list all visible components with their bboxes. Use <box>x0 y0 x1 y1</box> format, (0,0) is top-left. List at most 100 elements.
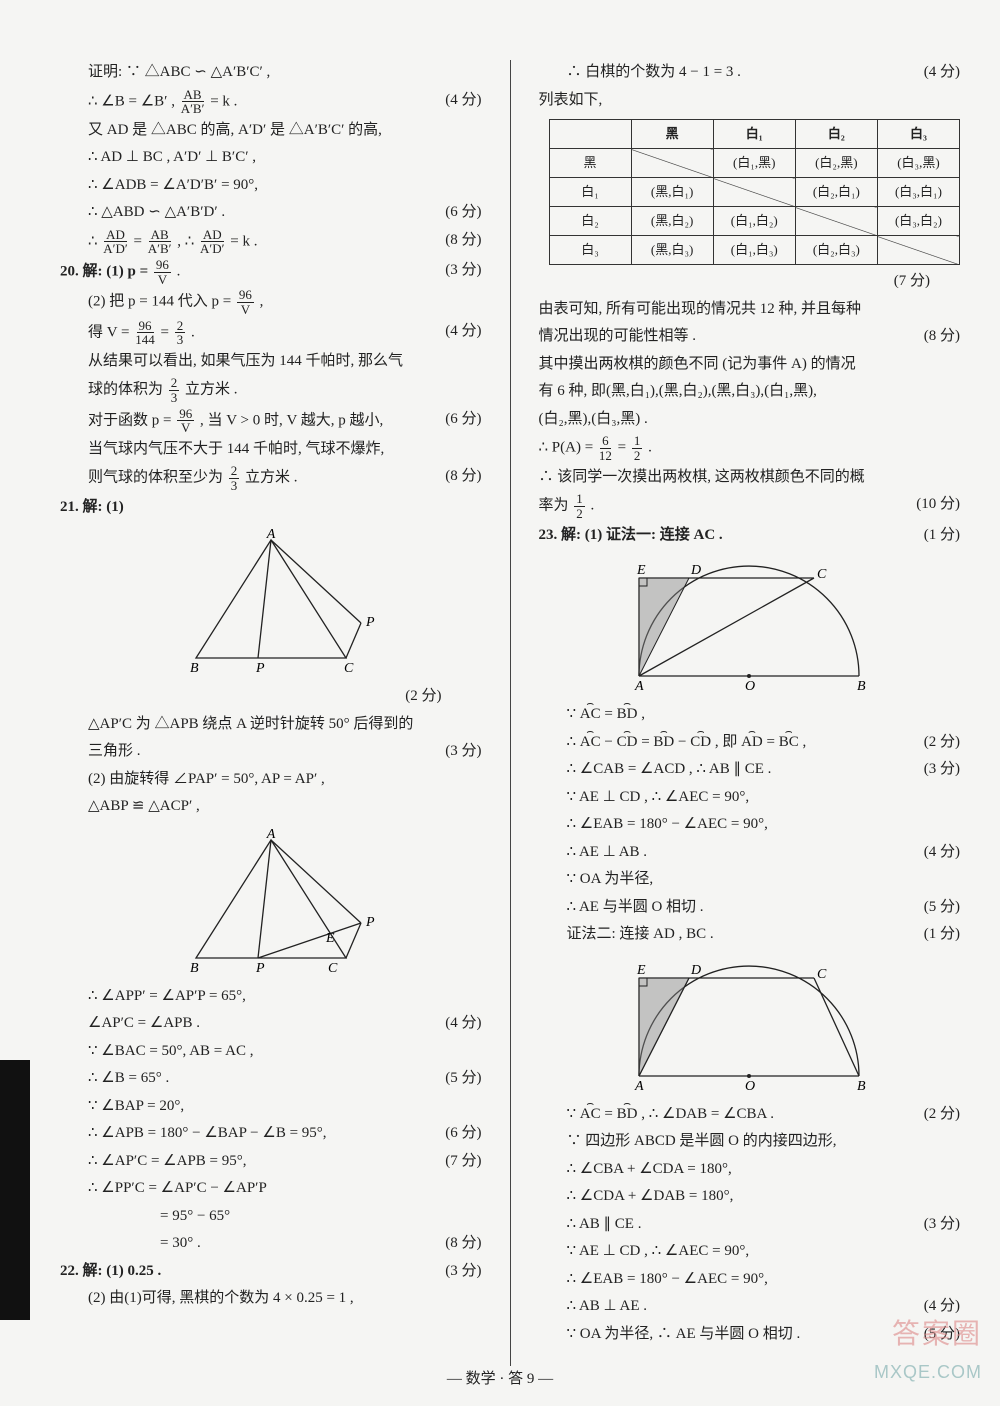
q22b-l4: 情况出现的可能性相等 .(8 分) <box>539 324 961 350</box>
svg-text:D: D <box>690 563 701 578</box>
q23-l11: ∵ 四边形 ABCD 是半圆 O 的内接四边形, <box>539 1129 961 1155</box>
svg-text:C: C <box>817 967 827 982</box>
column-separator <box>510 60 511 1366</box>
svg-text:B: B <box>190 961 199 976</box>
svg-text:B: B <box>190 661 199 676</box>
q22-l2: (2) 由(1)可得, 黑棋的个数为 4 × 0.25 = 1 , <box>60 1286 482 1312</box>
svg-text:C: C <box>817 567 827 582</box>
q23-l14: ∴ AB ∥ CE .(3 分) <box>539 1212 961 1238</box>
svg-text:O: O <box>745 1079 755 1094</box>
q20-l7: 当气球内气压不大于 144 千帕时, 气球不爆炸, <box>60 437 482 463</box>
q20-l6: 对于函数 p = 96V , 当 V > 0 时, V 越大, p 越小, (6… <box>60 407 482 435</box>
q22b-l6: 有 6 种, 即(黑,白₁),(黑,白₂),(黑,白₃),(白₁,黑), <box>539 379 961 405</box>
q19-l4: ∴ AD ⊥ BC , A′D′ ⊥ B′C′ , <box>60 145 482 171</box>
q22b-l5: 其中摸出两枚棋的颜色不同 (记为事件 A) 的情况 <box>539 352 961 378</box>
table-row: 黑 (白₁,黑) (白₂,黑) (白₃,黑) <box>549 149 960 178</box>
q21-fig1-score: (2 分) <box>60 684 482 710</box>
q20-l5: 球的体积为 23 立方米 . <box>60 376 482 404</box>
svg-text:D: D <box>690 963 701 978</box>
q23-l4: ∵ AE ⊥ CD , ∴ ∠AEC = 90°, <box>539 785 961 811</box>
q19-l5: ∴ ∠ADB = ∠A′D′B′ = 90°, <box>60 173 482 199</box>
q22b-l10: 率为 12 . (10 分) <box>539 492 961 520</box>
svg-text:C: C <box>328 961 338 976</box>
q22b-l1: ∴ 白棋的个数为 4 − 1 = 3 .(4 分) <box>539 60 961 86</box>
q23-l15: ∵ AE ⊥ CD , ∴ ∠AEC = 90°, <box>539 1239 961 1265</box>
q21-l5: △ABP ≌ △ACP′ , <box>60 794 482 820</box>
svg-text:A: A <box>634 679 644 694</box>
q21-head: 21. 解: (1) <box>60 495 482 521</box>
q21-l13: ∴ ∠PP′C = ∠AP′C − ∠AP′P <box>60 1176 482 1202</box>
q20-l4: 从结果可以看出, 如果气压为 144 千帕时, 那么气 <box>60 349 482 375</box>
q22b-l7: (白₂,黑),(白₃,黑) . <box>539 407 961 433</box>
svg-text:P: P <box>255 961 265 976</box>
svg-text:E: E <box>325 931 335 946</box>
page-footer: — 数学 · 答 9 — <box>0 1367 1000 1393</box>
q21-figure-1: A B P C P′ <box>166 528 376 678</box>
svg-text:B: B <box>857 679 866 694</box>
q23-l7: ∵ OA 为半径, <box>539 867 961 893</box>
q23-l6: ∴ AE ⊥ AB .(4 分) <box>539 840 961 866</box>
q23-figure-1: E D C A O B <box>599 556 899 696</box>
q22b-l8: ∴ P(A) = 612 = 12 . <box>539 434 961 462</box>
svg-text:O: O <box>745 679 755 694</box>
table-row: 白₃ (黑,白₃) (白₁,白₃) (白₂,白₃) <box>549 236 960 265</box>
q23-figure-2: E D C A O B <box>599 956 899 1096</box>
q23-l9: 证法二: 连接 AD , BC .(1 分) <box>539 922 961 948</box>
svg-text:A: A <box>265 828 275 842</box>
q22b-l3: 由表可知, 所有可能出现的情况共 12 种, 并且每种 <box>539 297 961 323</box>
q23-l8: ∴ AE 与半圆 O 相切 .(5 分) <box>539 895 961 921</box>
svg-text:A: A <box>634 1079 644 1094</box>
q21-l7: ∠AP′C = ∠APB .(4 分) <box>60 1011 482 1037</box>
right-column: ∴ 白棋的个数为 4 − 1 = 3 .(4 分) 列表如下, 黑 白₁ 白₂ … <box>539 60 961 1366</box>
q20-l8: 则气球的体积至少为 23 立方米 . (8 分) <box>60 464 482 492</box>
q22-head: 22. 解: (1) 0.25 .(3 分) <box>60 1259 482 1285</box>
q20-l2: (2) 把 p = 144 代入 p = 96V , <box>60 288 482 316</box>
page: 证明: ∵ △ABC ∽ △A′B′C′ , ∴ ∠B = ∠B′ , ABA′… <box>60 60 960 1366</box>
q21-l15: = 30° .(8 分) <box>60 1231 482 1257</box>
q21-l2: △AP′C 为 △APB 绕点 A 逆时针旋转 50° 后得到的 <box>60 712 482 738</box>
q23-l2: ∴ AC − CD = BD − CD , 即 AD = BC , (2 分) <box>539 730 961 756</box>
table-score: (7 分) <box>539 269 961 295</box>
q23-head: 23. 解: (1) 证法一: 连接 AC .(1 分) <box>539 523 961 549</box>
probability-table: 黑 白₁ 白₂ 白₃ 黑 (白₁,黑) (白₂,黑) (白₃,黑) 白₁ (黑,… <box>549 119 961 265</box>
watermark: 答案圈 MXQE.COM <box>874 1310 982 1388</box>
q21-figure-2: A B P C E P′ <box>166 828 376 978</box>
q19-l2: ∴ ∠B = ∠B′ , ABA′B′ = k . (4 分) <box>60 88 482 116</box>
left-shade <box>0 1060 30 1320</box>
svg-text:P′: P′ <box>365 915 376 930</box>
q21-l3: 三角形 .(3 分) <box>60 739 482 765</box>
q19-l1: 证明: ∵ △ABC ∽ △A′B′C′ , <box>60 60 482 86</box>
q21-l11: ∴ ∠APB = 180° − ∠BAP − ∠B = 95°,(6 分) <box>60 1121 482 1147</box>
q19-l6: ∴ △ABD ∽ △A′B′D′ .(6 分) <box>60 200 482 226</box>
svg-text:P: P <box>255 661 265 676</box>
table-row: 白₂ (黑,白₂) (白₁,白₂) (白₃,白₂) <box>549 207 960 236</box>
table-row: 白₁ (黑,白₁) (白₂,白₁) (白₃,白₁) <box>549 178 960 207</box>
svg-text:A: A <box>265 528 275 542</box>
q23-l5: ∴ ∠EAB = 180° − ∠AEC = 90°, <box>539 812 961 838</box>
q21-l9: ∴ ∠B = 65° .(5 分) <box>60 1066 482 1092</box>
svg-text:C: C <box>344 661 354 676</box>
svg-text:E: E <box>636 563 646 578</box>
q22b-l9: ∴ 该同学一次摸出两枚棋, 这两枚棋颜色不同的概 <box>539 465 961 491</box>
svg-text:P′: P′ <box>365 615 376 630</box>
q22b-l2: 列表如下, <box>539 88 961 114</box>
q23-l10: ∵ AC = BD , ∴ ∠DAB = ∠CBA . (2 分) <box>539 1102 961 1128</box>
q23-l16: ∴ ∠EAB = 180° − ∠AEC = 90°, <box>539 1267 961 1293</box>
q21-l4: (2) 由旋转得 ∠PAP′ = 50°, AP = AP′ , <box>60 767 482 793</box>
svg-text:B: B <box>857 1079 866 1094</box>
q20-l3: 得 V = 96144 = 23 . (4 分) <box>60 319 482 347</box>
q21-l14: = 95° − 65° <box>60 1204 482 1230</box>
q21-l10: ∵ ∠BAP = 20°, <box>60 1094 482 1120</box>
q21-l12: ∴ ∠AP′C = ∠APB = 95°,(7 分) <box>60 1149 482 1175</box>
q19-l3: 又 AD 是 △ABC 的高, A′D′ 是 △A′B′C′ 的高, <box>60 118 482 144</box>
q20-head: 20. 解: (1) p = 96V . (3 分) <box>60 258 482 286</box>
q23-l3: ∴ ∠CAB = ∠ACD , ∴ AB ∥ CE .(3 分) <box>539 757 961 783</box>
q21-l8: ∵ ∠BAC = 50°, AB = AC , <box>60 1039 482 1065</box>
table-row: 黑 白₁ 白₂ 白₃ <box>549 120 960 149</box>
q19-l7: ∴ ADA′D′ = ABA′B′ , ∴ ADA′D′ = k . (8 分) <box>60 228 482 256</box>
left-column: 证明: ∵ △ABC ∽ △A′B′C′ , ∴ ∠B = ∠B′ , ABA′… <box>60 60 482 1366</box>
q23-l12: ∴ ∠CBA + ∠CDA = 180°, <box>539 1157 961 1183</box>
q21-l6: ∴ ∠APP′ = ∠AP′P = 65°, <box>60 984 482 1010</box>
q23-l13: ∴ ∠CDA + ∠DAB = 180°, <box>539 1184 961 1210</box>
svg-text:E: E <box>636 963 646 978</box>
